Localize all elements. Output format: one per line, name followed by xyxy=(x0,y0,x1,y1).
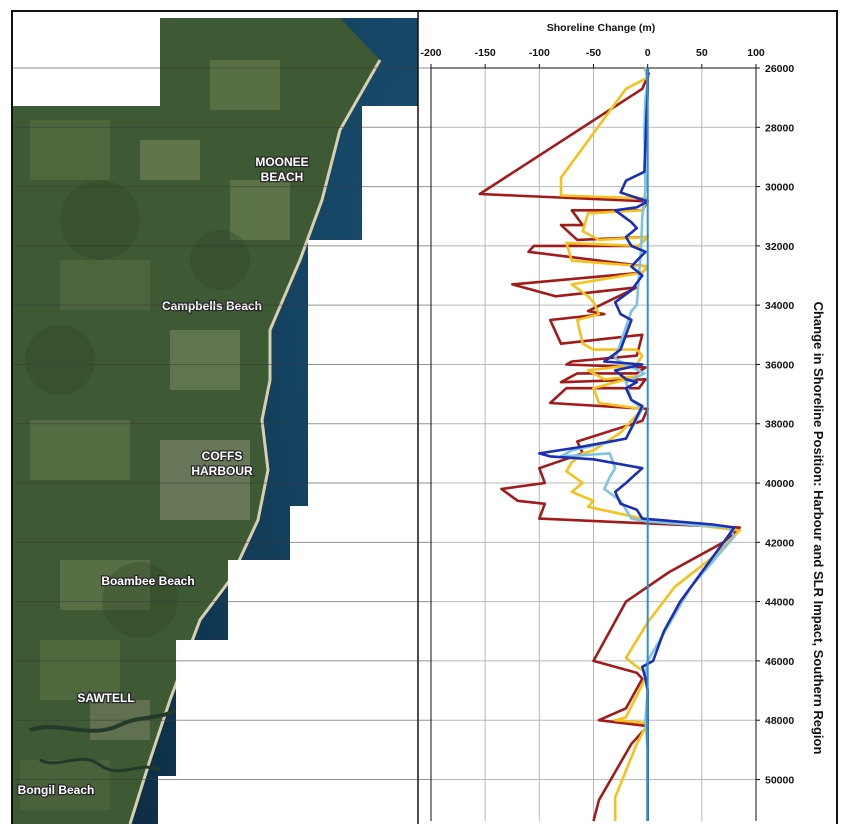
series-line-4 xyxy=(537,68,736,821)
y-tick-label: 30000 xyxy=(765,182,794,194)
x-tick-label: 100 xyxy=(747,47,765,59)
y-tick-label: 48000 xyxy=(765,715,794,727)
y-tick-label: 28000 xyxy=(765,122,794,134)
y-tick-label: 44000 xyxy=(765,597,794,609)
y-tick-label: 38000 xyxy=(765,419,794,431)
y-tick-label: 36000 xyxy=(765,359,794,371)
x-tick-label: -50 xyxy=(586,47,601,59)
y-tick-label: 26000 xyxy=(765,63,794,75)
place-label-campbells: Campbells Beach xyxy=(162,299,262,313)
y-tick-label: 40000 xyxy=(765,478,794,490)
place-label-moonee: BEACH xyxy=(261,170,304,184)
y-tick-label: 32000 xyxy=(765,241,794,253)
x-tick-label: -150 xyxy=(475,47,496,59)
chart-title: Shoreline Change (m) xyxy=(547,22,656,34)
x-tick-label: -100 xyxy=(529,47,550,59)
y-tick-label: 42000 xyxy=(765,537,794,549)
y-tick-label: 34000 xyxy=(765,300,794,312)
place-label-bongil: Bongil Beach xyxy=(18,783,95,797)
y-tick-label: 46000 xyxy=(765,656,794,668)
chart-series xyxy=(478,67,742,822)
place-label-coffs: HARBOUR xyxy=(191,464,253,478)
place-label-moonee: MOONEE xyxy=(255,155,308,169)
place-label-boambee: Boambee Beach xyxy=(101,574,194,588)
place-label-sawtell: SAWTELL xyxy=(77,691,134,705)
x-tick-label: -200 xyxy=(420,47,441,59)
x-tick-label: 0 xyxy=(645,47,651,59)
y-axis-label: Change in Shoreline Position: Harbour an… xyxy=(811,302,826,755)
x-tick-label: 50 xyxy=(696,47,708,59)
y-tick-label: 50000 xyxy=(765,774,794,786)
place-label-coffs: COFFS xyxy=(202,449,243,463)
